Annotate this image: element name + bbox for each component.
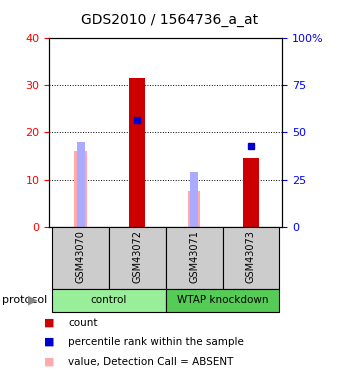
Text: ■: ■	[44, 337, 55, 347]
Bar	[190, 172, 198, 227]
Text: GSM43071: GSM43071	[189, 230, 199, 283]
Text: GSM43072: GSM43072	[132, 230, 142, 283]
Text: control: control	[91, 296, 127, 305]
Text: WTAP knockdown: WTAP knockdown	[177, 296, 268, 305]
Bar	[76, 142, 85, 227]
Text: count: count	[68, 318, 98, 328]
Bar	[188, 191, 200, 227]
Bar	[109, 227, 166, 289]
Text: protocol: protocol	[2, 296, 47, 305]
Text: percentile rank within the sample: percentile rank within the sample	[68, 337, 244, 347]
Bar	[52, 289, 166, 312]
Bar	[243, 158, 259, 227]
Bar	[223, 227, 279, 289]
Text: ▶: ▶	[28, 294, 38, 307]
Text: GDS2010 / 1564736_a_at: GDS2010 / 1564736_a_at	[82, 13, 258, 27]
Bar	[52, 227, 109, 289]
Bar	[166, 227, 223, 289]
Text: ■: ■	[44, 318, 55, 328]
Bar	[130, 78, 145, 227]
Text: GSM43073: GSM43073	[246, 230, 256, 283]
Bar	[166, 289, 279, 312]
Bar	[74, 151, 87, 227]
Text: value, Detection Call = ABSENT: value, Detection Call = ABSENT	[68, 357, 233, 367]
Text: ■: ■	[44, 357, 55, 367]
Text: GSM43070: GSM43070	[75, 230, 86, 283]
